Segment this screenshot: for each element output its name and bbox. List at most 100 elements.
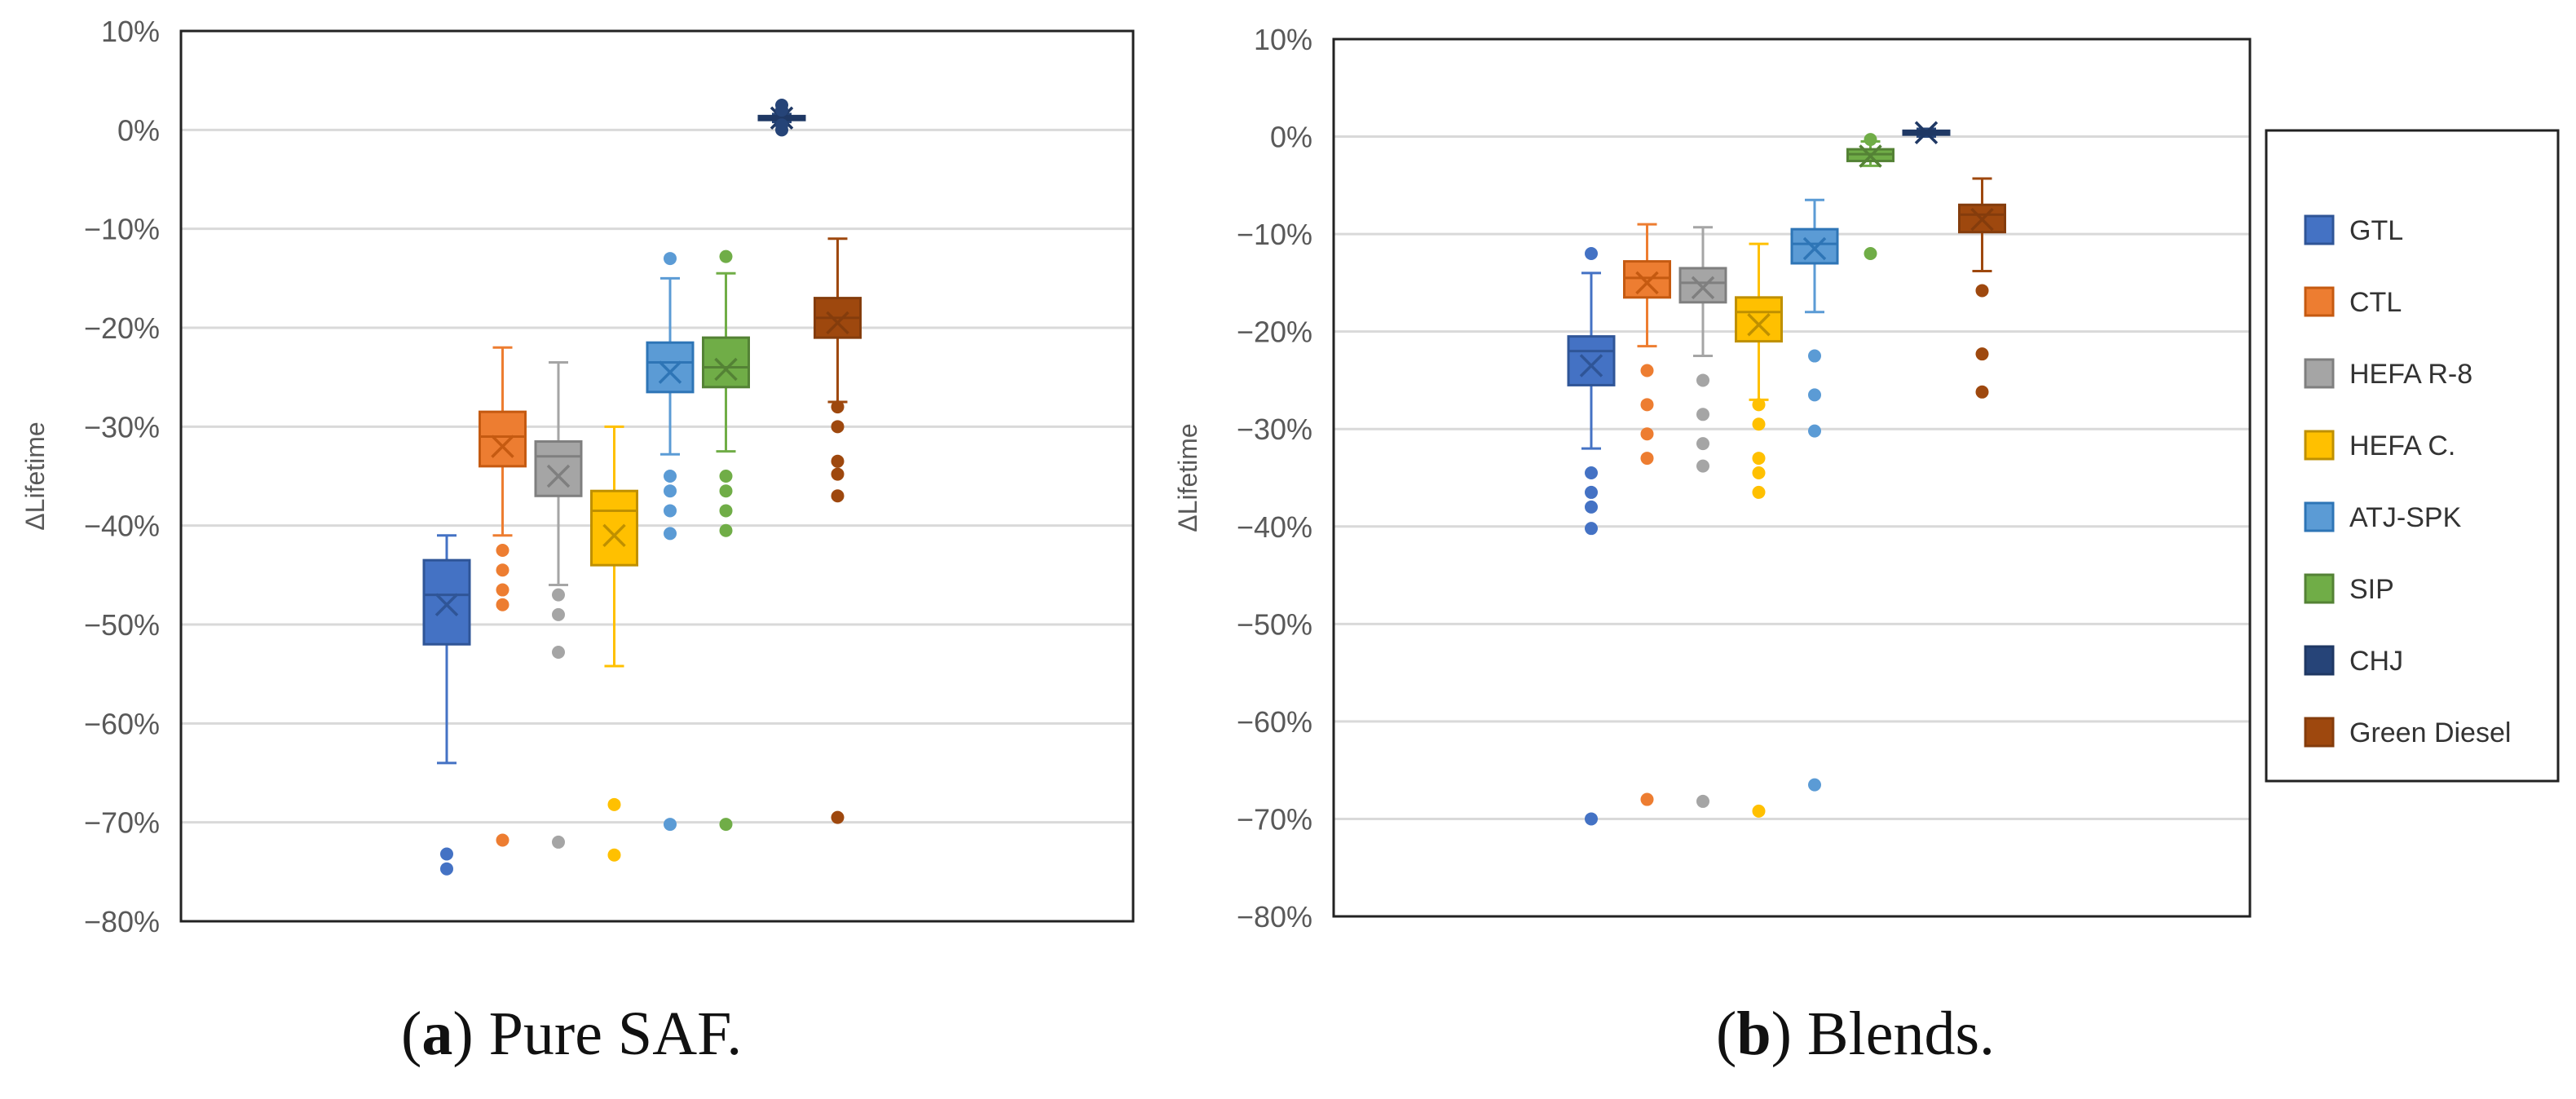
outlier-point <box>607 797 621 811</box>
box-body <box>1790 227 1839 265</box>
outlier-point <box>1752 485 1766 499</box>
y-tick-label: −30% <box>84 410 160 444</box>
box-gtl <box>1567 247 1616 826</box>
box-ctl <box>1623 223 1671 806</box>
outlier-point <box>496 833 509 847</box>
box-green-diesel <box>814 237 862 824</box>
y-tick-label: 10% <box>1254 23 1312 56</box>
caption-b-text: Blends. <box>1791 1000 1996 1068</box>
legend-item: CHJ <box>2304 645 2403 677</box>
box-sip <box>702 249 750 832</box>
outlier-point <box>719 470 733 483</box>
legend-swatch <box>2304 358 2335 389</box>
outlier-point <box>719 504 733 518</box>
outlier-point <box>664 252 677 266</box>
y-tick-label: −60% <box>84 707 160 740</box>
box-body <box>422 558 471 646</box>
legend-swatch <box>2304 717 2335 748</box>
outlier-point <box>719 249 733 263</box>
legend-label: HEFA R-8 <box>2349 359 2472 390</box>
legend-label: CHJ <box>2349 646 2403 677</box>
y-tick-label: −20% <box>84 311 160 345</box>
legend-swatch <box>2304 573 2335 604</box>
mean-marker <box>1802 236 1827 261</box>
y-tick-label: −10% <box>1237 218 1312 251</box>
outlier-point <box>1752 466 1766 480</box>
legend-swatch <box>2304 430 2335 461</box>
box-gtl <box>422 534 471 876</box>
outlier-point <box>1808 349 1821 363</box>
outlier-point <box>1975 284 1989 298</box>
box-ctl <box>479 346 527 847</box>
outlier-point <box>1640 452 1654 466</box>
outlier-point <box>552 645 565 659</box>
outlier-point <box>1752 804 1766 818</box>
plot-frame <box>1332 38 2252 918</box>
outlier-point <box>552 607 565 621</box>
mean-marker <box>714 357 738 382</box>
legend-label: ATJ-SPK <box>2349 502 2462 533</box>
outlier-point <box>831 454 845 468</box>
legend-item: ATJ-SPK <box>2304 501 2462 533</box>
outlier-point <box>496 544 509 557</box>
mean-marker <box>434 593 459 616</box>
box-body <box>479 410 527 468</box>
legend-swatch <box>2304 286 2335 317</box>
outlier-point <box>831 489 845 503</box>
outlier-point <box>1975 385 1989 399</box>
mean-marker <box>546 464 571 488</box>
outlier-point <box>1808 388 1821 402</box>
outlier-point <box>1696 794 1709 808</box>
outlier-point <box>440 847 453 861</box>
legend-item: HEFA R-8 <box>2304 358 2472 390</box>
mean-marker <box>1914 121 1939 145</box>
legend-swatch <box>2304 214 2335 245</box>
y-axis-label: ΔLifetime <box>1173 423 1202 532</box>
y-axis-label: ΔLifetime <box>20 422 50 530</box>
box-body <box>1735 296 1783 343</box>
legend-label: GTL <box>2349 215 2403 246</box>
y-tick-label: −80% <box>84 905 160 938</box>
legend-item: GTL <box>2304 214 2403 246</box>
outlier-point <box>1752 452 1766 466</box>
outlier-point <box>1752 417 1766 431</box>
box-hefa-c- <box>1735 242 1783 818</box>
outlier-point <box>664 818 677 832</box>
legend-label: Green Diesel <box>2349 717 2511 748</box>
y-tick-label: −50% <box>84 608 160 642</box>
legend-label: CTL <box>2349 287 2402 318</box>
outlier-point <box>831 420 845 434</box>
mean-marker <box>1579 354 1603 377</box>
mean-marker <box>1691 276 1715 300</box>
caption-b: (b) Blends. <box>1716 1000 1996 1068</box>
outlier-point <box>1864 133 1877 147</box>
outlier-point <box>1696 373 1709 387</box>
outlier-point <box>1640 427 1654 441</box>
box-sip <box>1846 133 1895 261</box>
box-body <box>534 440 583 497</box>
outlier-point <box>1696 459 1709 473</box>
mean-marker <box>658 360 682 384</box>
chart-a: −80% −70% −60% −50% −40% −30% −20% −10% 0% 10% ΔLi… <box>20 15 1135 938</box>
mean-marker <box>1970 207 1994 232</box>
outlier-point <box>831 810 845 824</box>
outlier-point <box>831 467 845 481</box>
outlier-point <box>1808 424 1821 438</box>
outlier-point <box>664 484 677 498</box>
caption-a-label: a <box>421 1000 453 1068</box>
mean-marker <box>602 523 626 548</box>
box-body <box>646 341 695 394</box>
y-tick-label: −40% <box>1237 510 1312 544</box>
outlier-point <box>719 818 733 832</box>
legend-swatch <box>2304 645 2335 676</box>
outlier-point <box>1585 466 1598 480</box>
outlier-point <box>719 484 733 498</box>
caption-a: (a) Pure SAF. <box>401 1000 743 1068</box>
outlier-point <box>1585 522 1598 536</box>
legend: GTL CTL HEFA R-8 HEFA C. ATJ-SPK SIP CHJ Green … <box>2265 129 2560 783</box>
legend-label: SIP <box>2349 574 2394 605</box>
outlier-point <box>1696 408 1709 422</box>
caption-a-text: Pure SAF. <box>473 1000 743 1068</box>
box-hefa-r-8 <box>534 360 583 849</box>
